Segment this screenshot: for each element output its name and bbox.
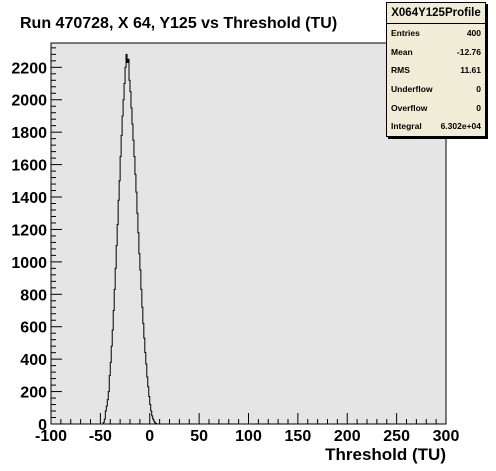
x-tick-label: 200 (334, 428, 361, 445)
stats-label-underflow: Underflow (391, 84, 433, 95)
stats-value-entries: 400 (466, 28, 481, 39)
x-tick-label: 300 (433, 428, 460, 445)
y-tick-label: 1200 (11, 222, 47, 239)
stats-row-underflow: Underflow 0 (387, 80, 485, 99)
stats-row-overflow: Overflow 0 (387, 98, 485, 117)
stats-row-integral: Integral 6.302e+04 (387, 117, 485, 136)
y-tick-label: 800 (20, 287, 47, 304)
chart-title: Run 470728, X 64, Y125 vs Threshold (TU) (20, 15, 338, 32)
x-tick-label: 50 (190, 428, 208, 445)
y-tick-label: 1400 (11, 190, 47, 207)
x-tick-label: 100 (235, 428, 262, 445)
stats-row-entries: Entries 400 (387, 24, 485, 43)
y-tick-label: 600 (20, 320, 47, 337)
stats-value-rms: 11.61 (460, 65, 481, 76)
stats-box-title: X064Y125Profile (387, 3, 485, 24)
y-tick-label: 1800 (11, 125, 47, 142)
stats-value-underflow: 0 (476, 84, 481, 95)
stats-box: X064Y125Profile Entries 400 Mean -12.76 … (386, 2, 486, 137)
y-tick-label: 1600 (11, 158, 47, 175)
y-tick-label: 400 (20, 352, 47, 369)
y-tick-label: 2000 (11, 93, 47, 110)
x-axis-label: Threshold (TU) (325, 445, 446, 464)
stats-label-rms: RMS (391, 65, 410, 76)
x-tick-label: 150 (285, 428, 312, 445)
x-tick-label: -100 (35, 428, 67, 445)
y-tick-label: 200 (20, 385, 47, 402)
histogram-line (102, 53, 158, 425)
stats-label-overflow: Overflow (391, 102, 428, 113)
stats-row-mean: Mean -12.76 (387, 43, 485, 62)
stats-label-mean: Mean (391, 46, 413, 57)
x-tick-label: 0 (145, 428, 154, 445)
y-tick-label: 1000 (11, 255, 47, 272)
x-tick-label: 250 (383, 428, 410, 445)
stats-value-overflow: 0 (476, 102, 481, 113)
stats-value-mean: -12.76 (456, 46, 481, 57)
y-tick-label: 2200 (11, 60, 47, 77)
stats-label-integral: Integral (391, 121, 422, 132)
x-tick-label: -50 (89, 428, 112, 445)
stats-value-integral: 6.302e+04 (440, 121, 481, 132)
stats-row-rms: RMS 11.61 (387, 61, 485, 80)
y-tick-label: 0 (38, 417, 47, 434)
stats-label-entries: Entries (391, 28, 420, 39)
